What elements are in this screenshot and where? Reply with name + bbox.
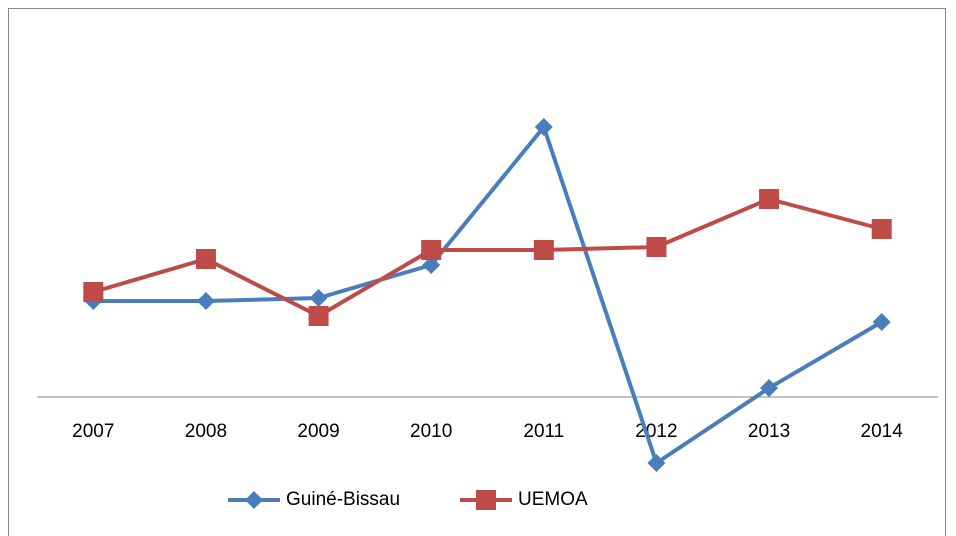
- legend-label: Guiné-Bissau: [286, 489, 400, 510]
- data-point: [871, 219, 892, 239]
- data-point: [872, 313, 891, 331]
- data-point: [647, 454, 666, 472]
- chart-frame: [8, 8, 946, 536]
- x-tick-label: 2014: [861, 421, 904, 442]
- x-tick-label: 2007: [72, 421, 114, 442]
- x-tick-label: 2008: [185, 421, 227, 442]
- x-tick-label: 2013: [748, 421, 790, 442]
- data-point: [534, 118, 553, 136]
- legend-marker: [245, 491, 263, 509]
- series-line: [92, 197, 883, 318]
- data-point: [760, 379, 779, 397]
- series-line: [93, 125, 883, 465]
- data-point: [421, 240, 442, 260]
- data-point: [422, 256, 441, 274]
- data-point: [196, 292, 215, 310]
- legend-marker: [476, 490, 496, 510]
- x-tick-label: 2009: [297, 421, 339, 442]
- data-point: [533, 240, 554, 260]
- x-tick-label: 2011: [523, 421, 564, 442]
- data-point: [646, 237, 667, 257]
- legend-label: UEMOA: [518, 489, 588, 510]
- data-point: [309, 289, 328, 307]
- x-tick-label: 2010: [410, 421, 452, 442]
- data-point: [195, 249, 216, 269]
- data-point: [308, 306, 329, 326]
- data-point: [759, 189, 780, 209]
- data-point: [83, 282, 104, 302]
